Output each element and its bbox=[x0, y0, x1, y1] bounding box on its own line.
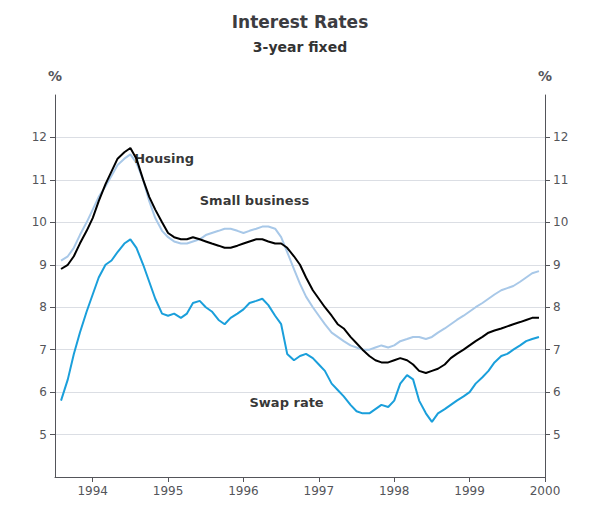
svg-text:Housing: Housing bbox=[134, 151, 194, 166]
svg-text:8: 8 bbox=[39, 300, 47, 314]
svg-text:7: 7 bbox=[39, 343, 47, 357]
svg-text:Small business: Small business bbox=[200, 193, 310, 208]
svg-text:9: 9 bbox=[553, 258, 561, 272]
svg-text:7: 7 bbox=[553, 343, 561, 357]
svg-text:12: 12 bbox=[32, 130, 47, 144]
svg-text:1994: 1994 bbox=[77, 484, 108, 498]
svg-text:Interest Rates: Interest Rates bbox=[232, 12, 369, 32]
svg-text:10: 10 bbox=[553, 215, 568, 229]
svg-text:8: 8 bbox=[553, 300, 561, 314]
svg-text:1998: 1998 bbox=[379, 484, 410, 498]
svg-text:1997: 1997 bbox=[304, 484, 335, 498]
svg-text:Swap rate: Swap rate bbox=[249, 395, 323, 410]
svg-text:5: 5 bbox=[553, 428, 561, 442]
svg-text:5: 5 bbox=[39, 428, 47, 442]
svg-text:%: % bbox=[538, 68, 552, 84]
svg-text:10: 10 bbox=[32, 215, 47, 229]
svg-text:3-year fixed: 3-year fixed bbox=[253, 39, 347, 55]
svg-text:6: 6 bbox=[39, 385, 47, 399]
svg-text:1999: 1999 bbox=[454, 484, 485, 498]
svg-text:2000: 2000 bbox=[530, 484, 561, 498]
svg-text:1996: 1996 bbox=[228, 484, 259, 498]
svg-text:9: 9 bbox=[39, 258, 47, 272]
svg-text:12: 12 bbox=[553, 130, 568, 144]
svg-text:1995: 1995 bbox=[153, 484, 184, 498]
svg-text:6: 6 bbox=[553, 385, 561, 399]
svg-text:11: 11 bbox=[32, 173, 47, 187]
svg-text:%: % bbox=[48, 68, 62, 84]
svg-text:11: 11 bbox=[553, 173, 568, 187]
